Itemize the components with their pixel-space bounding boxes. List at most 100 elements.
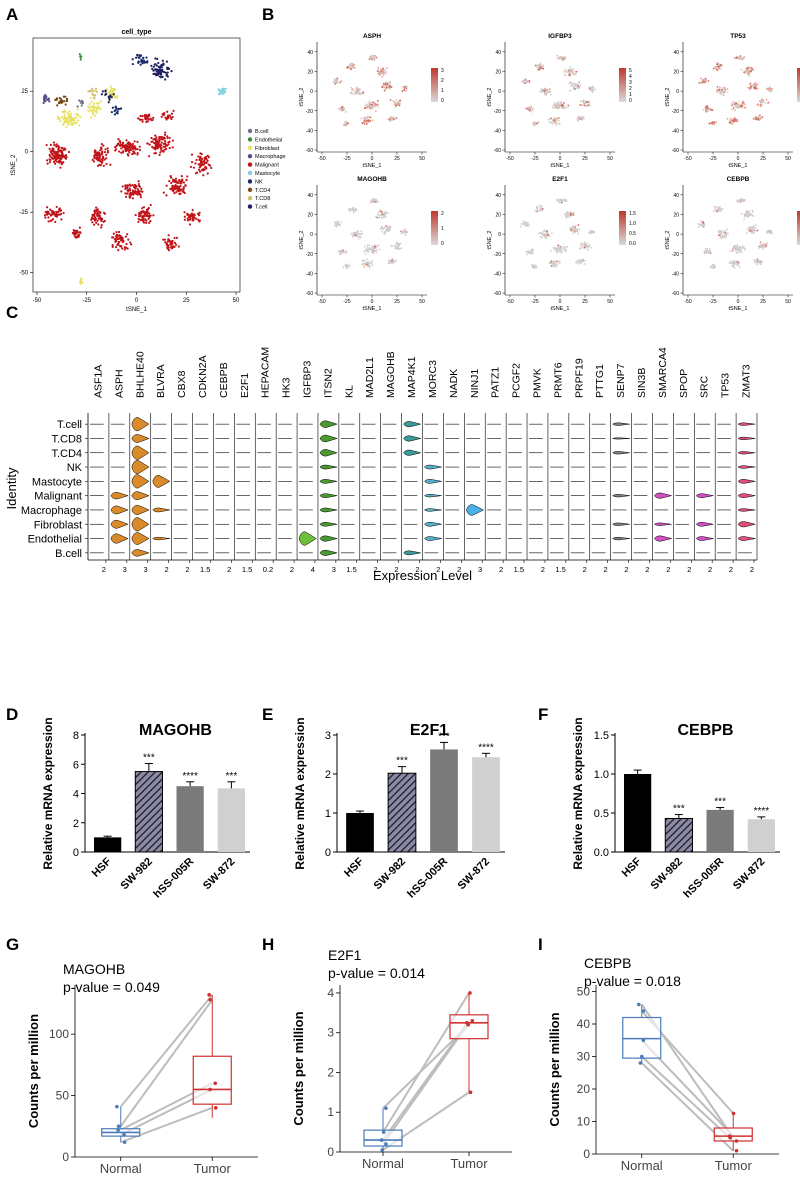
data-point — [169, 243, 172, 246]
violin — [654, 522, 672, 526]
data-point — [373, 244, 376, 247]
data-point — [523, 82, 525, 84]
y-tick-label: -40 — [672, 271, 679, 277]
data-point — [74, 116, 78, 119]
data-point — [721, 88, 723, 91]
data-point — [112, 232, 115, 235]
data-point — [358, 92, 361, 94]
colorbar-tick-label: 1.0 — [629, 221, 636, 227]
data-point — [339, 252, 342, 255]
data-point — [202, 163, 206, 166]
y-tick-label: 4 — [327, 986, 334, 1000]
data-point — [148, 212, 151, 215]
violin — [612, 422, 630, 426]
data-point — [351, 63, 354, 66]
data-point — [150, 64, 153, 67]
violin — [110, 533, 129, 544]
data-point — [144, 115, 147, 118]
panel-a: cell_type-50 -25 0 25 50-50-25025tSNE_1tSNE_… — [11, 29, 286, 313]
data-point — [351, 66, 354, 69]
data-point — [562, 59, 564, 62]
data-point — [555, 106, 557, 109]
data-point — [528, 251, 531, 254]
data-point — [376, 248, 379, 251]
data-point — [523, 79, 526, 82]
data-point — [750, 70, 753, 73]
data-point — [345, 263, 348, 266]
data-point — [58, 155, 61, 158]
data-point — [154, 57, 157, 60]
identity-label: T.cell — [57, 419, 82, 431]
data-point — [91, 106, 94, 109]
data-point — [94, 149, 97, 152]
data-point — [574, 229, 576, 232]
data-point — [754, 227, 757, 229]
data-point — [136, 148, 139, 151]
data-point — [755, 116, 757, 119]
data-point — [133, 140, 136, 143]
data-point — [769, 232, 772, 235]
gene-label: MAP4K1 — [406, 356, 418, 398]
data-point — [166, 136, 169, 140]
data-point — [371, 251, 374, 254]
data-point — [44, 210, 47, 214]
data-point — [213, 1106, 218, 1110]
gene-label: MAGOHB — [385, 351, 397, 398]
data-point — [400, 232, 403, 235]
data-point — [95, 206, 98, 209]
data-point — [175, 180, 178, 183]
violin — [131, 417, 150, 432]
violin — [612, 494, 630, 498]
y-axis-label: Counts per million — [26, 1014, 41, 1128]
data-point — [91, 221, 94, 224]
data-point — [766, 231, 769, 234]
data-point — [139, 218, 142, 222]
data-point — [117, 142, 120, 145]
data-point — [550, 265, 553, 267]
x-tick-label: 2 — [583, 565, 587, 574]
data-point — [389, 116, 392, 119]
data-point — [553, 263, 556, 266]
data-point — [552, 246, 555, 249]
gene-label: ZMAT3 — [741, 364, 753, 398]
data-point — [101, 90, 104, 93]
data-point — [207, 156, 211, 159]
data-point — [715, 68, 718, 71]
data-point — [388, 81, 391, 84]
data-point — [372, 199, 375, 202]
data-point — [167, 234, 170, 237]
data-point — [547, 90, 550, 93]
gene-label: PRMT6 — [552, 362, 564, 398]
gene-label: BHLHE40 — [134, 351, 146, 398]
data-point — [569, 69, 571, 72]
data-point — [762, 247, 765, 250]
data-point — [348, 209, 351, 212]
data-point — [753, 83, 756, 86]
data-point — [548, 121, 551, 124]
data-point — [152, 214, 155, 217]
data-point — [343, 107, 346, 110]
data-point — [375, 251, 378, 254]
y-tick-label: 30 — [577, 1050, 591, 1064]
data-point — [338, 250, 340, 253]
data-point — [735, 56, 738, 59]
data-point — [55, 155, 58, 158]
data-point — [369, 102, 371, 105]
data-point — [160, 115, 163, 118]
data-point — [739, 106, 742, 109]
data-point — [740, 68, 743, 71]
data-point — [553, 119, 556, 122]
y-axis-label: tSNE_2 — [299, 88, 305, 107]
data-point — [556, 101, 558, 104]
y-tick-label: 0 — [310, 89, 313, 95]
data-point — [60, 163, 63, 166]
x-tick-label: hSS-005R — [151, 856, 196, 901]
data-point — [548, 233, 551, 236]
data-point — [546, 232, 549, 235]
data-point — [368, 244, 371, 247]
data-point — [68, 120, 71, 123]
data-point — [376, 70, 379, 73]
data-point — [87, 109, 90, 112]
data-point — [719, 229, 721, 232]
data-point — [391, 245, 394, 247]
